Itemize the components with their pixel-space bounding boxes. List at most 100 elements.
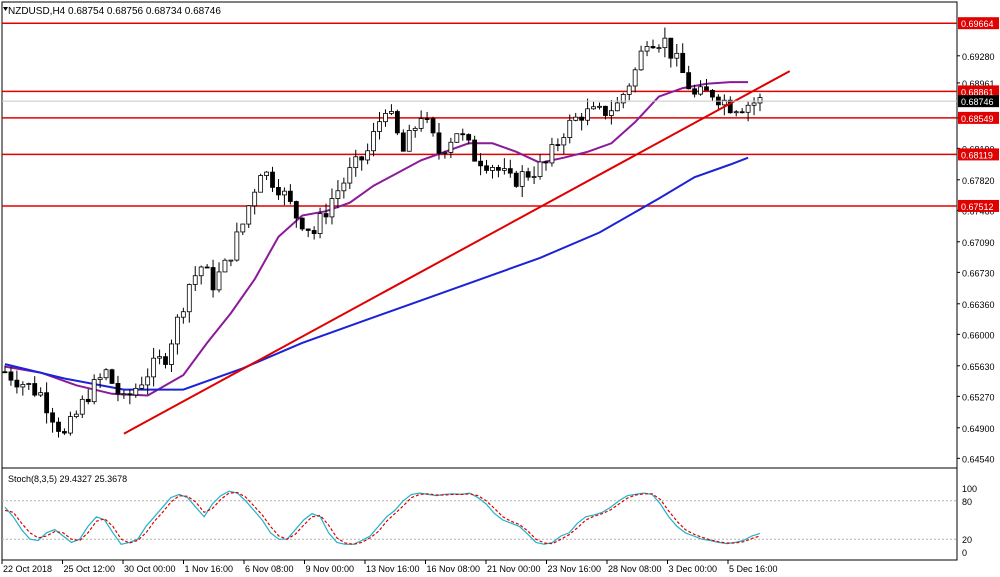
candle-body[interactable] — [359, 156, 365, 161]
candle-body[interactable] — [543, 161, 549, 164]
candle-body[interactable] — [133, 387, 139, 396]
candle-body[interactable] — [632, 69, 638, 87]
candle-body[interactable] — [710, 89, 715, 98]
candle-body[interactable] — [2, 371, 8, 374]
candle-body[interactable] — [216, 271, 222, 291]
candle-body[interactable] — [79, 398, 85, 415]
candle-body[interactable] — [32, 383, 38, 396]
candle-body[interactable] — [264, 171, 269, 176]
candle-body[interactable] — [115, 383, 121, 395]
candle-body[interactable] — [50, 412, 55, 423]
candle-body[interactable] — [721, 99, 727, 106]
candle-body[interactable] — [418, 118, 424, 129]
candle-body[interactable] — [424, 118, 430, 120]
candle-body[interactable] — [644, 46, 650, 52]
candle-body[interactable] — [484, 165, 489, 171]
candle-body[interactable] — [240, 223, 246, 233]
trend-line[interactable] — [123, 70, 791, 435]
candle-body[interactable] — [591, 106, 596, 110]
candle-body[interactable] — [157, 356, 162, 359]
candle-body[interactable] — [293, 201, 299, 219]
candle-body[interactable] — [531, 176, 537, 178]
candle-body[interactable] — [311, 230, 317, 234]
candle-body[interactable] — [323, 213, 329, 218]
candle-body[interactable] — [38, 392, 44, 396]
candle-body[interactable] — [757, 97, 763, 104]
candle-body[interactable] — [626, 85, 632, 95]
candle-body[interactable] — [377, 121, 382, 132]
candle-body[interactable] — [603, 105, 608, 116]
candle-body[interactable] — [519, 171, 525, 187]
candle-body[interactable] — [180, 311, 186, 318]
candle-body[interactable] — [192, 275, 198, 285]
candle-body[interactable] — [198, 266, 204, 277]
candle-body[interactable] — [430, 118, 436, 134]
candle-body[interactable] — [210, 267, 216, 291]
candle-body[interactable] — [496, 167, 501, 171]
candle-body[interactable] — [472, 139, 478, 162]
candle-body[interactable] — [394, 111, 400, 134]
candle-body[interactable] — [91, 379, 97, 403]
candle-body[interactable] — [513, 172, 519, 187]
candle-body[interactable] — [436, 132, 442, 154]
candle-body[interactable] — [585, 108, 590, 121]
candle-body[interactable] — [299, 217, 305, 230]
candle-body[interactable] — [121, 393, 127, 396]
candle-body[interactable] — [614, 102, 620, 112]
candle-body[interactable] — [567, 119, 573, 138]
candle-body[interactable] — [258, 175, 264, 193]
candle-body[interactable] — [733, 111, 739, 114]
candle-body[interactable] — [8, 371, 14, 381]
candle-body[interactable] — [549, 144, 555, 164]
candle-body[interactable] — [704, 86, 709, 91]
candle-body[interactable] — [228, 259, 234, 262]
candle-body[interactable] — [347, 167, 353, 184]
candle-body[interactable] — [620, 94, 626, 104]
candle-body[interactable] — [525, 171, 531, 178]
candle-body[interactable] — [341, 182, 347, 192]
candle-body[interactable] — [579, 116, 585, 121]
candle-body[interactable] — [371, 131, 376, 152]
candle-body[interactable] — [282, 190, 287, 196]
candle-body[interactable] — [26, 383, 32, 385]
candle-body[interactable] — [686, 72, 692, 90]
candle-body[interactable] — [751, 102, 757, 106]
trend-line-segment[interactable] — [123, 70, 791, 435]
candles[interactable] — [2, 27, 763, 438]
candle-body[interactable] — [537, 161, 543, 177]
candle-body[interactable] — [555, 144, 561, 146]
candle-body[interactable] — [608, 110, 614, 116]
candle-body[interactable] — [97, 377, 103, 380]
candle-body[interactable] — [698, 86, 703, 95]
candle-body[interactable] — [597, 105, 602, 108]
candle-body[interactable] — [680, 52, 686, 74]
candle-body[interactable] — [389, 111, 394, 114]
candle-body[interactable] — [448, 141, 454, 153]
candle-body[interactable] — [466, 134, 472, 141]
candle-body[interactable] — [745, 104, 751, 113]
candle-body[interactable] — [662, 37, 668, 49]
collapse-triangle-icon[interactable] — [3, 7, 8, 11]
candle-body[interactable] — [175, 316, 180, 345]
candle-body[interactable] — [739, 111, 745, 114]
candle-body[interactable] — [573, 116, 579, 121]
candle-body[interactable] — [460, 133, 466, 136]
candle-body[interactable] — [478, 160, 483, 167]
candle-body[interactable] — [246, 205, 252, 225]
candle-body[interactable] — [56, 421, 61, 432]
candle-body[interactable] — [222, 259, 228, 273]
candle-body[interactable] — [73, 413, 79, 417]
candle-body[interactable] — [442, 152, 448, 154]
candle-body[interactable] — [276, 186, 281, 196]
candle-body[interactable] — [692, 88, 698, 95]
candle-body[interactable] — [287, 190, 293, 202]
candle-body[interactable] — [151, 357, 157, 378]
candle-body[interactable] — [139, 384, 145, 389]
candle-body[interactable] — [62, 431, 67, 434]
candle-body[interactable] — [44, 392, 50, 414]
candle-body[interactable] — [103, 369, 109, 379]
candle-body[interactable] — [186, 284, 192, 313]
candle-body[interactable] — [454, 133, 460, 143]
candle-body[interactable] — [656, 47, 662, 50]
candle-body[interactable] — [561, 137, 567, 146]
